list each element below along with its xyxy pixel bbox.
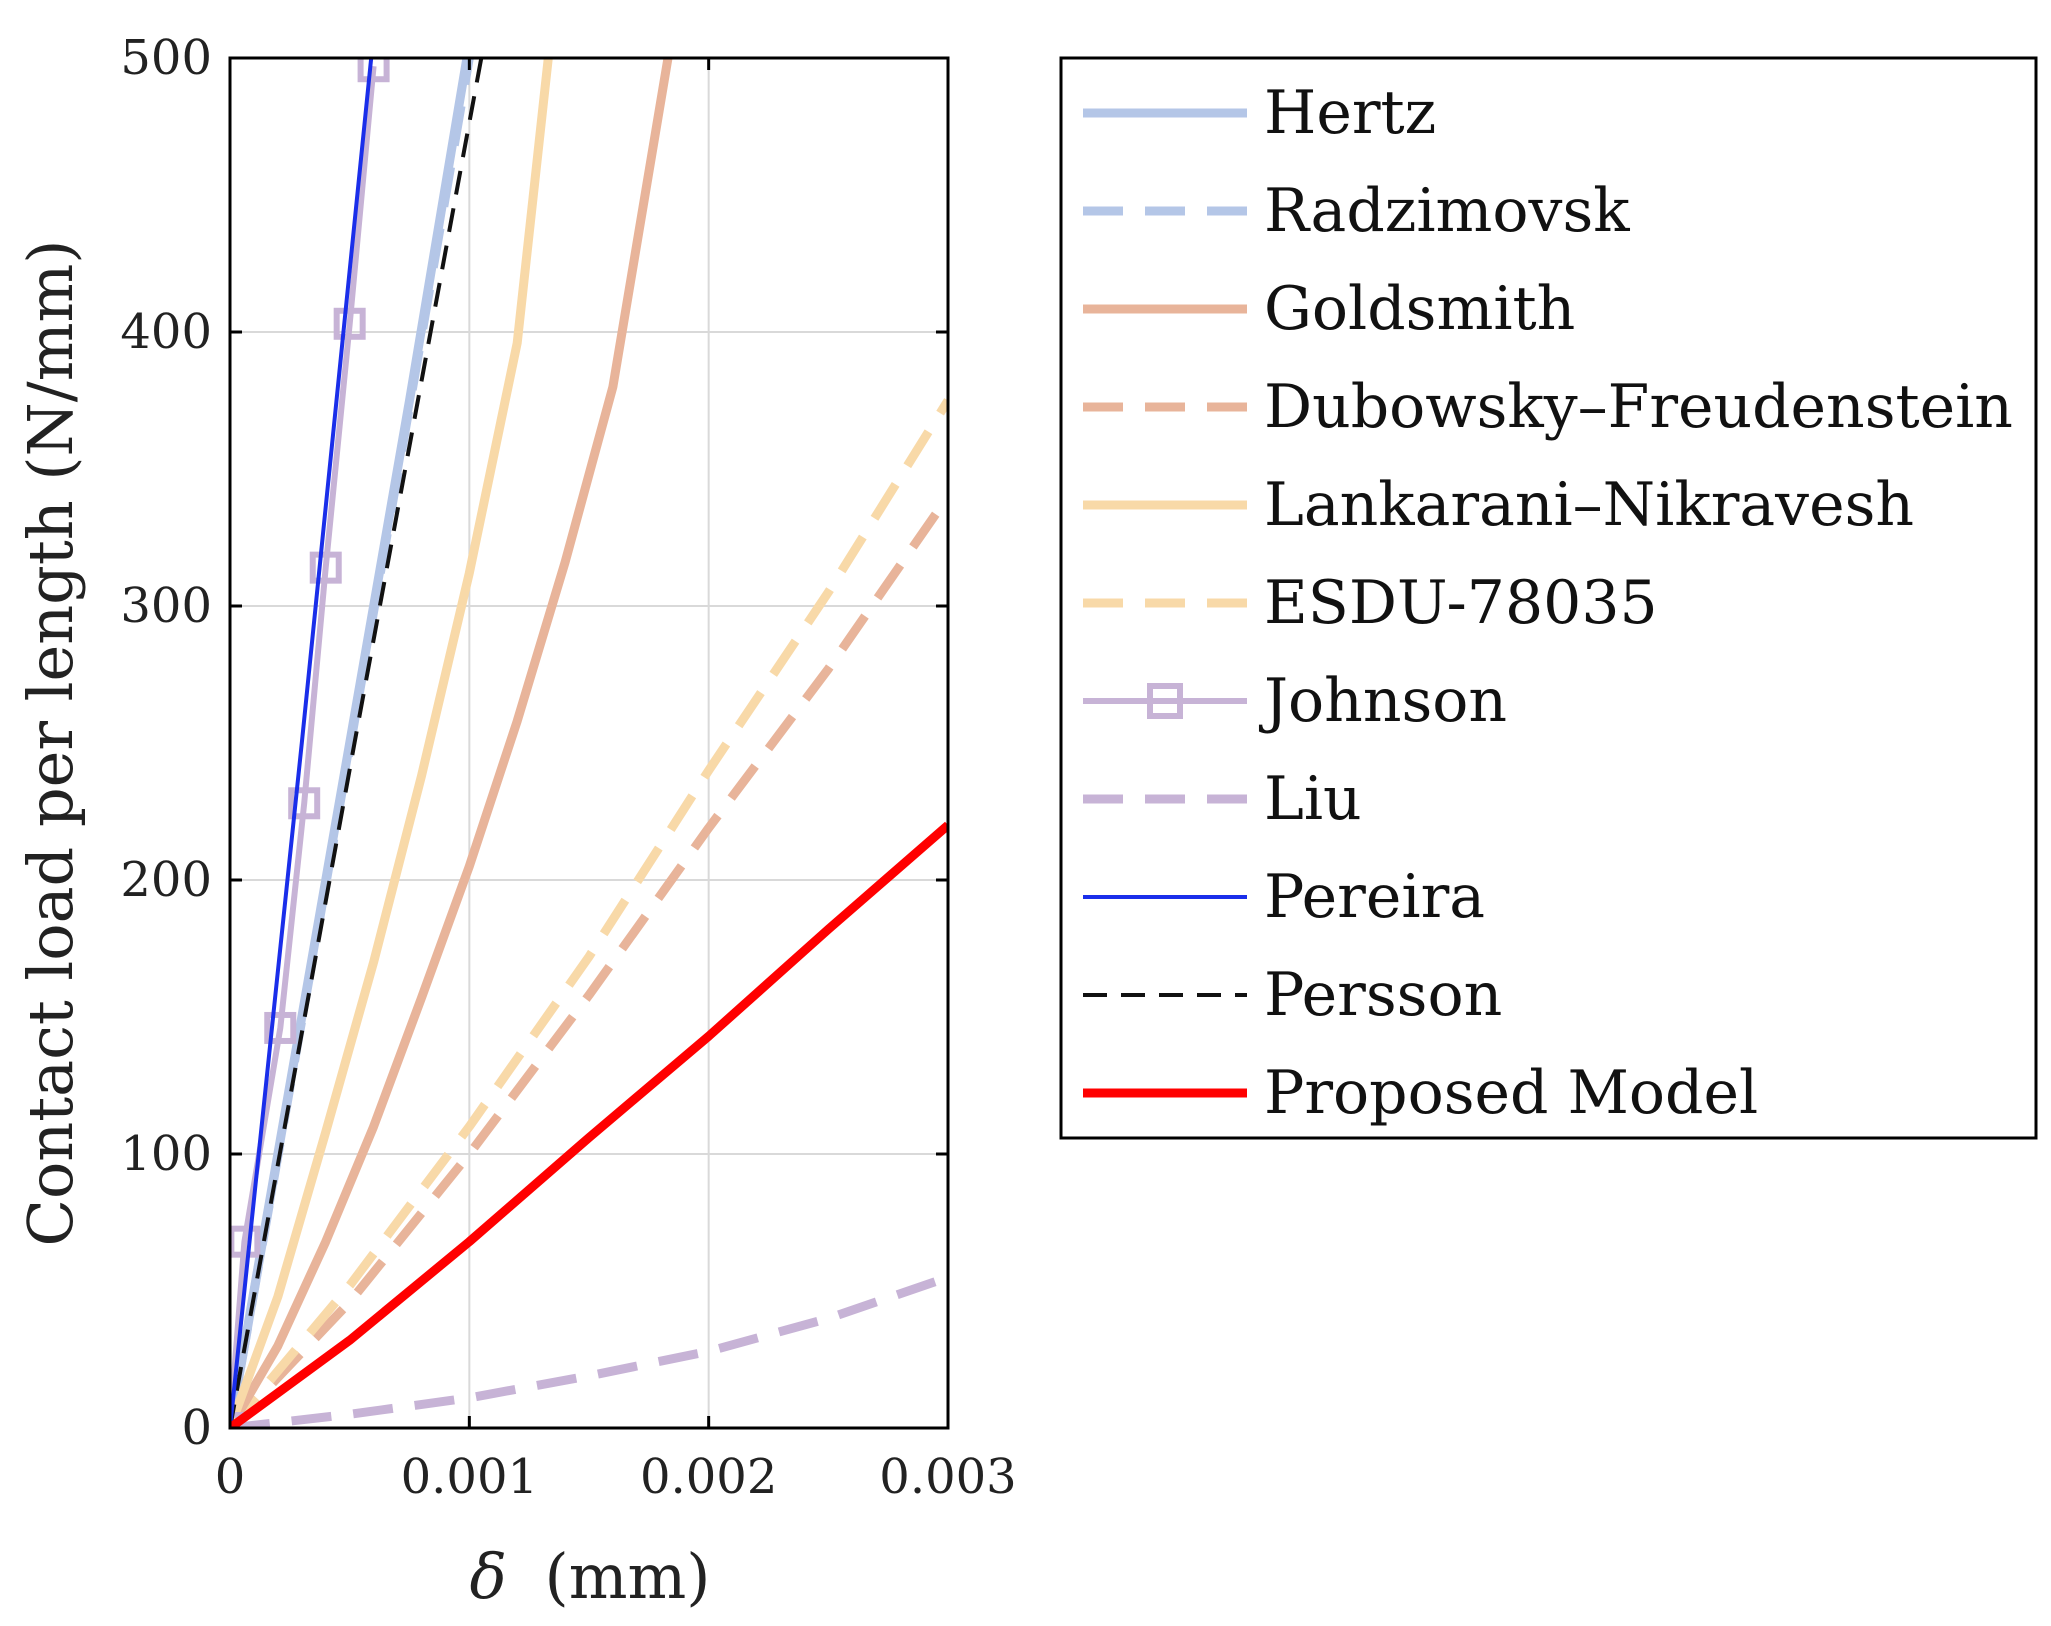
y-tick-label: 300 xyxy=(120,578,212,634)
x-axis-symbol: δ xyxy=(469,1540,506,1613)
legend-label: Persson xyxy=(1264,960,1502,1030)
series-esdu-78035 xyxy=(230,398,948,1428)
y-axis-label: Contact load per length (N/mm) xyxy=(14,240,87,1247)
series-line-johnson xyxy=(230,65,377,1428)
legend-item-esdu-78035: ESDU-78035 xyxy=(1083,568,1658,638)
y-tick-labels: 0 100 200 300 400 500 xyxy=(120,30,212,1456)
x-tick-label: 0.001 xyxy=(401,1449,538,1505)
x-tick-label: 0 xyxy=(215,1449,246,1505)
johnson-marker xyxy=(309,551,342,584)
series-goldsmith xyxy=(230,58,673,1428)
x-axis-unit: (mm) xyxy=(545,1540,711,1613)
legend-item-dubowsky-freudenstein: Dubowsky–Freudenstein xyxy=(1083,372,2013,442)
legend-label: Dubowsky–Freudenstein xyxy=(1264,372,2013,442)
series-lankarani-nikravesh xyxy=(230,58,553,1428)
plot-frame xyxy=(228,56,950,1430)
legend-item-persson: Persson xyxy=(1083,960,1502,1030)
series-pereira xyxy=(230,58,374,1428)
legend-box xyxy=(1059,56,2038,1140)
legend: Hertz Radzimovsk Goldsmith Dubowsky–Freuden… xyxy=(1059,56,2038,1140)
series-dubowsky-freudenstein xyxy=(230,493,948,1428)
legend-item-goldsmith: Goldsmith xyxy=(1083,274,1575,344)
legend-label: Goldsmith xyxy=(1264,274,1575,344)
series-persson xyxy=(230,58,484,1428)
legend-label: Johnson xyxy=(1258,666,1507,736)
y-tick-label: 500 xyxy=(120,30,212,86)
y-tick-label: 200 xyxy=(120,852,212,908)
legend-item-hertz: Hertz xyxy=(1083,78,1436,148)
series-line-dubowsky-freudenstein xyxy=(230,493,948,1428)
series-line-persson xyxy=(230,58,484,1428)
johnson-marker xyxy=(357,58,390,83)
legend-label: Pereira xyxy=(1264,862,1485,932)
series-proposed-model xyxy=(230,821,948,1428)
y-tick-label: 100 xyxy=(120,1126,212,1182)
legend-item-pereira: Pereira xyxy=(1083,862,1485,932)
series-line-goldsmith xyxy=(230,58,673,1428)
legend-item-lankarani-nikravesh: Lankarani–Nikravesh xyxy=(1083,470,1914,540)
series-line-lankarani-nikravesh xyxy=(230,58,553,1428)
legend-item-liu: Liu xyxy=(1083,764,1362,834)
series-layer xyxy=(230,58,948,1428)
johnson-marker xyxy=(333,307,366,340)
legend-items: Hertz Radzimovsk Goldsmith Dubowsky–Freuden… xyxy=(1083,78,2013,1128)
legend-label: Liu xyxy=(1264,764,1362,834)
legend-item-proposed-model: Proposed Model xyxy=(1083,1058,1758,1128)
legend-marker xyxy=(1147,683,1183,719)
legend-label: ESDU-78035 xyxy=(1264,568,1658,638)
legend-label: Lankarani–Nikravesh xyxy=(1264,470,1914,540)
x-tick-labels: 0 0.001 0.002 0.003 xyxy=(215,1449,1017,1505)
y-tick-label: 0 xyxy=(181,1400,212,1456)
legend-label: Hertz xyxy=(1264,78,1436,148)
axis-ticks xyxy=(228,56,950,1430)
legend-item-radzimovsk: Radzimovsk xyxy=(1083,176,1630,246)
series-line-proposed-model xyxy=(230,821,948,1428)
legend-label: Radzimovsk xyxy=(1264,176,1630,246)
x-axis-label: δ (mm) xyxy=(469,1540,710,1613)
x-tick-label: 0.002 xyxy=(640,1449,777,1505)
series-johnson xyxy=(230,58,390,1428)
x-tick-label: 0.003 xyxy=(879,1449,1016,1505)
legend-label: Proposed Model xyxy=(1264,1058,1758,1128)
johnson-marker xyxy=(288,787,321,820)
series-line-esdu-78035 xyxy=(230,398,948,1428)
y-tick-label: 400 xyxy=(120,304,212,360)
legend-item-johnson: Johnson xyxy=(1083,666,1507,736)
johnson-marker xyxy=(264,1011,297,1044)
series-line-pereira xyxy=(230,58,374,1428)
